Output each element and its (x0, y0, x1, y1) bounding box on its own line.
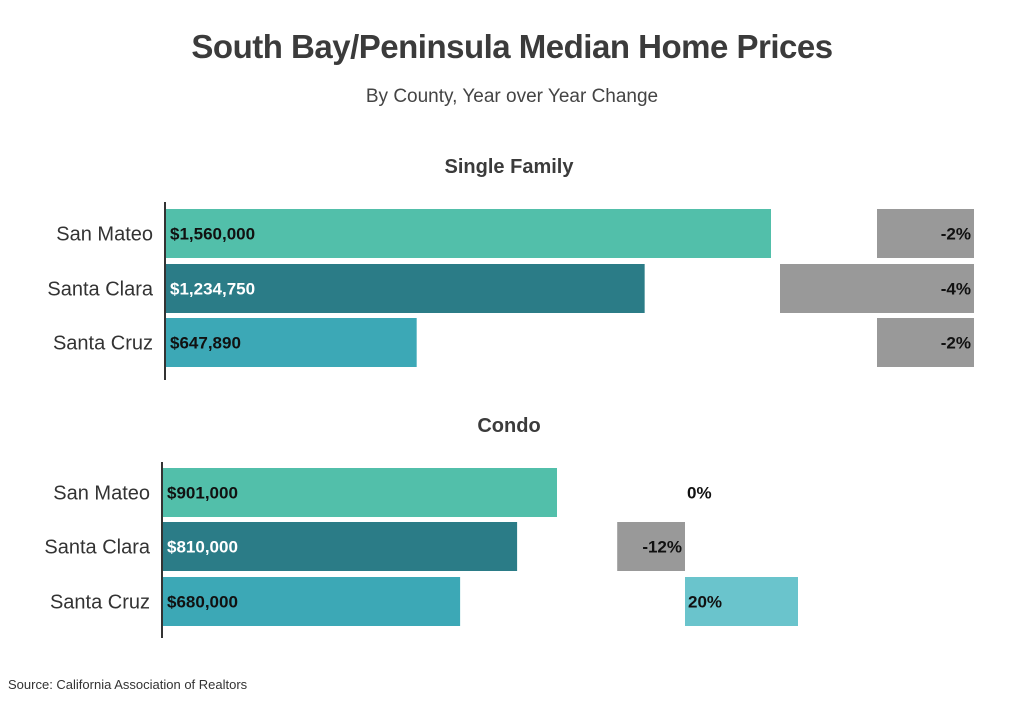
value-label-single-family-san-mateo: $1,560,000 (170, 225, 255, 244)
value-label-condo-santa-cruz: $680,000 (167, 593, 238, 612)
value-label-single-family-santa-cruz: $647,890 (170, 334, 241, 353)
change-label-single-family-santa-clara: -4% (941, 280, 971, 299)
category-label-single-family-santa-cruz: Santa Cruz (53, 333, 153, 355)
category-label-condo-santa-cruz: Santa Cruz (50, 592, 150, 614)
value-label-condo-san-mateo: $901,000 (167, 484, 238, 503)
category-label-condo-santa-clara: Santa Clara (44, 537, 150, 559)
chart-area: Single Family San Mateo $1,560,000 -2% Santa… (0, 0, 1024, 703)
change-label-condo-san-mateo: 0% (687, 484, 712, 503)
category-label-condo-san-mateo: San Mateo (53, 483, 150, 505)
category-label-single-family-san-mateo: San Mateo (56, 224, 153, 246)
bar-single-family-san-mateo (165, 209, 771, 258)
source-note: Source: California Association of Realto… (8, 677, 247, 692)
value-label-single-family-santa-clara: $1,234,750 (170, 280, 255, 299)
change-label-single-family-san-mateo: -2% (941, 225, 971, 244)
panel-title-condo: Condo (477, 415, 540, 437)
category-label-single-family-santa-clara: Santa Clara (47, 279, 153, 301)
change-label-single-family-santa-cruz: -2% (941, 334, 971, 353)
change-label-condo-santa-cruz: 20% (688, 593, 722, 612)
change-label-condo-santa-clara: -12% (642, 538, 682, 557)
panel-title-single-family: Single Family (445, 156, 575, 178)
value-label-condo-santa-clara: $810,000 (167, 538, 238, 557)
